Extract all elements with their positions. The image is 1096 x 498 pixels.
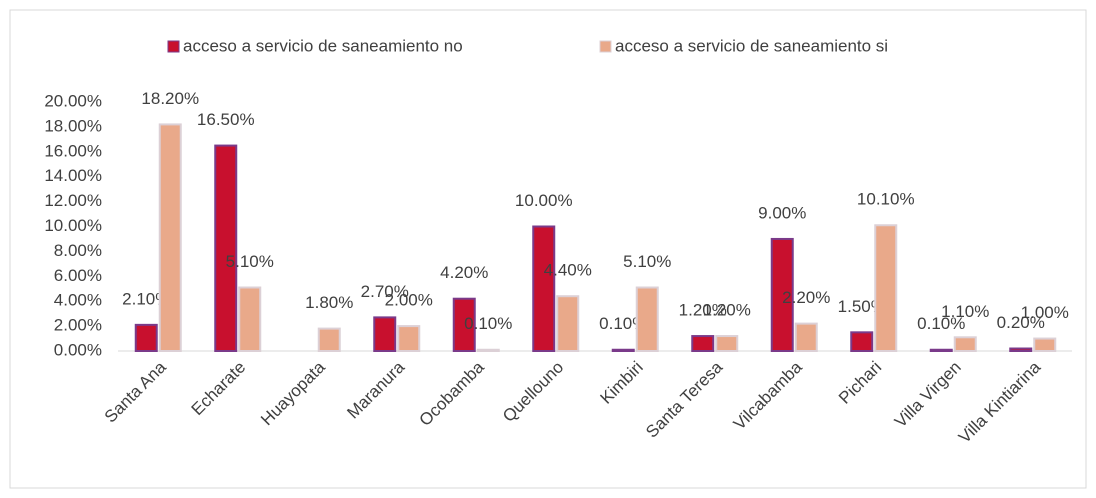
y-tick-label: 14.00% <box>44 166 102 185</box>
y-tick-label: 0.00% <box>54 340 102 359</box>
bar <box>635 286 659 353</box>
data-label: 1.00% <box>1021 303 1069 322</box>
bar <box>850 331 874 353</box>
data-label: 2.20% <box>782 288 830 307</box>
data-label: 4.40% <box>544 261 592 280</box>
y-tick-label: 2.00% <box>54 316 102 335</box>
y-tick-label: 12.00% <box>44 191 102 210</box>
bar <box>929 348 953 353</box>
data-label: 9.00% <box>758 203 806 222</box>
legend-swatch <box>599 40 612 53</box>
bar <box>373 316 397 353</box>
bar <box>452 297 476 352</box>
data-label: 2.10% <box>122 289 170 308</box>
data-label: 1.20% <box>679 301 727 320</box>
data-label: 2.70% <box>361 282 409 301</box>
data-label: 2.00% <box>385 291 433 310</box>
bar <box>158 123 182 352</box>
bar <box>715 335 739 352</box>
data-label: 1.50% <box>838 297 886 316</box>
legend-label: acceso a servicio de saneamiento si <box>615 36 888 55</box>
bar <box>1033 337 1057 352</box>
data-label: 0.10% <box>464 314 512 333</box>
legend-swatch <box>167 40 180 53</box>
bar <box>134 323 158 353</box>
data-label: 10.10% <box>857 190 915 209</box>
y-tick-label: 10.00% <box>44 216 102 235</box>
y-tick-label: 4.00% <box>54 291 102 310</box>
bar <box>611 348 635 353</box>
y-tick-label: 18.00% <box>44 116 102 135</box>
bar <box>770 237 794 352</box>
bar <box>794 322 818 352</box>
data-label: 4.20% <box>440 263 488 282</box>
data-label: 16.50% <box>197 110 255 129</box>
data-label: 18.20% <box>141 89 199 108</box>
data-label: 10.00% <box>515 191 573 210</box>
data-label: 5.10% <box>226 252 274 271</box>
bar <box>214 144 238 352</box>
data-label: 1.20% <box>703 301 751 320</box>
bar <box>874 224 898 353</box>
data-label: 0.20% <box>997 313 1045 332</box>
bar <box>1009 347 1033 353</box>
y-tick-label: 8.00% <box>54 241 102 260</box>
y-tick-label: 6.00% <box>54 266 102 285</box>
bar <box>556 295 580 352</box>
y-tick-label: 20.00% <box>44 91 102 110</box>
bar <box>532 225 556 352</box>
bar <box>397 325 421 353</box>
legend-label: acceso a servicio de saneamiento no <box>183 36 463 55</box>
bar <box>317 327 341 352</box>
data-label: 1.10% <box>941 302 989 321</box>
data-label: 5.10% <box>623 252 671 271</box>
bar <box>953 336 977 352</box>
data-label: 1.80% <box>305 293 353 312</box>
bar <box>238 286 262 353</box>
data-label: 0.10% <box>917 314 965 333</box>
bar <box>691 335 715 352</box>
data-label: 0.10% <box>599 314 647 333</box>
y-tick-label: 16.00% <box>44 141 102 160</box>
bar <box>476 348 500 353</box>
